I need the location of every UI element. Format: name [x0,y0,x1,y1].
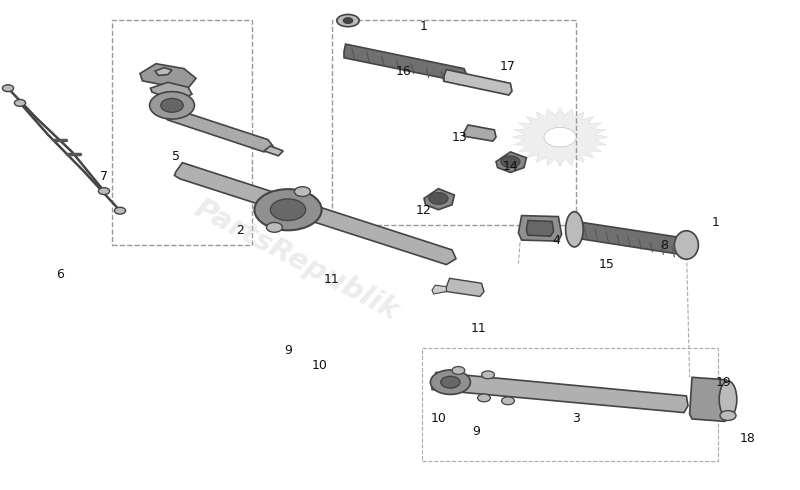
Circle shape [98,188,110,195]
Circle shape [441,376,460,388]
Text: 6: 6 [56,268,64,281]
Polygon shape [526,220,554,236]
Text: 5: 5 [172,150,180,163]
Polygon shape [446,278,484,296]
Bar [332,20,576,225]
Polygon shape [140,64,196,88]
Text: 12: 12 [416,204,432,217]
Polygon shape [464,125,496,141]
Polygon shape [424,189,454,210]
Circle shape [2,85,14,92]
Circle shape [270,199,306,221]
Polygon shape [264,146,283,156]
Text: 4: 4 [552,234,560,246]
Text: 10: 10 [430,413,446,425]
Polygon shape [690,377,730,421]
Circle shape [501,156,520,168]
Polygon shape [150,82,192,99]
Circle shape [429,193,448,204]
Text: 1: 1 [420,21,428,33]
Polygon shape [155,68,172,75]
Circle shape [343,18,353,24]
Circle shape [254,189,322,230]
Polygon shape [344,44,468,82]
Circle shape [452,367,465,374]
Text: 11: 11 [470,322,486,335]
Text: 7: 7 [100,170,108,183]
Text: PartsRepublik: PartsRepublik [189,194,403,325]
Bar [112,20,252,245]
Text: 2: 2 [236,224,244,237]
Polygon shape [512,108,608,167]
Circle shape [161,98,183,112]
Ellipse shape [674,231,698,259]
Circle shape [294,187,310,196]
Text: 9: 9 [472,425,480,438]
Text: 11: 11 [324,273,340,286]
Text: 9: 9 [284,344,292,357]
Circle shape [150,92,194,119]
Polygon shape [574,221,680,254]
Polygon shape [432,372,688,413]
Polygon shape [518,216,562,241]
Text: 19: 19 [716,376,732,389]
Circle shape [482,371,494,379]
Circle shape [720,411,736,420]
Text: 1: 1 [712,217,720,229]
Ellipse shape [566,212,583,247]
Text: 18: 18 [740,432,756,445]
Polygon shape [174,163,456,265]
Text: 13: 13 [452,131,468,144]
Text: 3: 3 [572,413,580,425]
Polygon shape [496,152,526,172]
Polygon shape [432,285,446,294]
Circle shape [266,222,282,232]
Circle shape [502,397,514,405]
Polygon shape [444,70,512,95]
Text: 17: 17 [500,60,516,73]
Circle shape [544,127,576,147]
Text: 10: 10 [312,359,328,371]
Circle shape [14,99,26,106]
Polygon shape [160,107,274,152]
Bar [422,348,718,461]
Text: 8: 8 [660,239,668,251]
Text: 16: 16 [396,65,412,77]
Circle shape [430,370,470,394]
Text: 14: 14 [502,160,518,173]
Text: 15: 15 [598,258,614,271]
Circle shape [478,394,490,402]
Circle shape [114,207,126,214]
Ellipse shape [337,15,359,27]
Ellipse shape [719,381,737,417]
